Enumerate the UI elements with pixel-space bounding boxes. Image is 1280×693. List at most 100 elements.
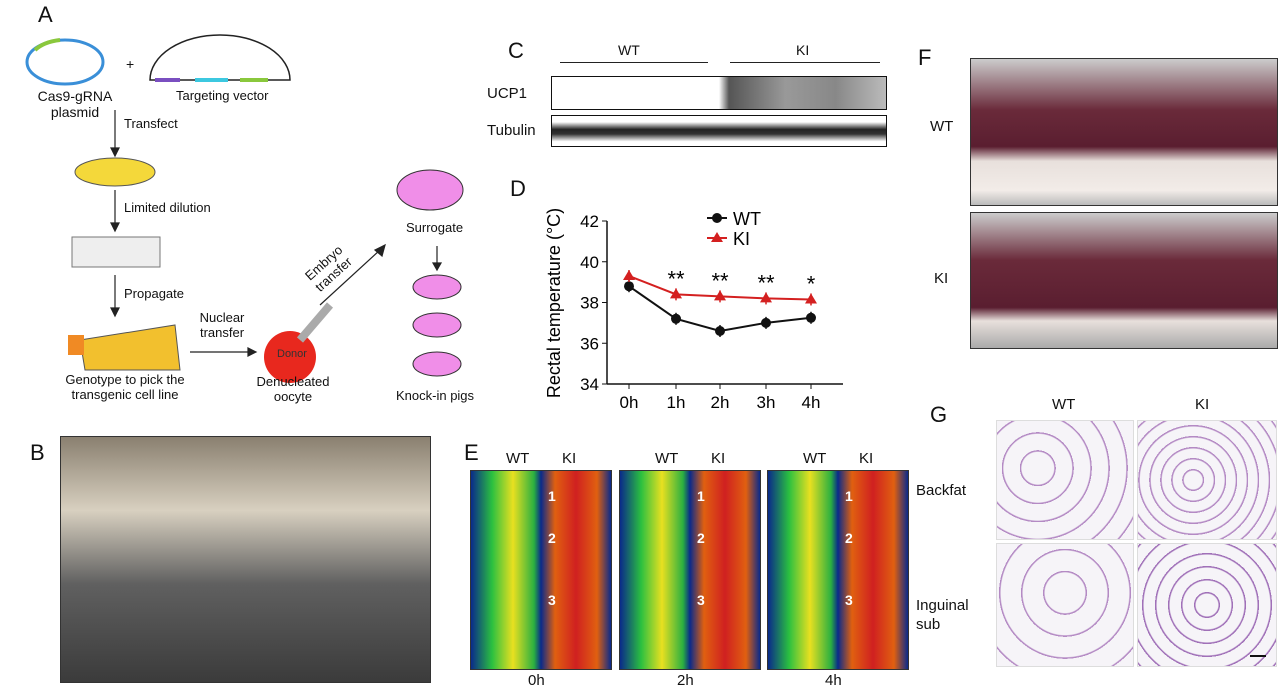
inguinal-label: Inguinal sub bbox=[916, 597, 969, 633]
knockin-label: Knock-in pigs bbox=[396, 388, 475, 403]
carcass-ki-label: KI bbox=[934, 270, 949, 287]
thermal-ki-label: KI bbox=[562, 450, 577, 467]
thermal-ki-label: KI bbox=[711, 450, 726, 467]
flask-icon bbox=[79, 324, 181, 371]
panel-label-c: C bbox=[508, 38, 524, 63]
propagate-label: Propagate bbox=[124, 286, 184, 301]
histo-wt-label: WT bbox=[1052, 396, 1076, 413]
region-2-label: 2 bbox=[697, 530, 705, 546]
thermal-time-label: 0h bbox=[528, 672, 545, 689]
region-1-label: 1 bbox=[697, 488, 705, 504]
carcass-wt-label: WT bbox=[930, 118, 954, 135]
well-plate-icon bbox=[71, 236, 161, 268]
oocyte-icon bbox=[264, 331, 316, 383]
piglet-icon bbox=[412, 351, 462, 377]
carcass-wt-photo bbox=[970, 58, 1278, 206]
tubulin-blot bbox=[551, 115, 887, 147]
significance-mark: ** bbox=[757, 270, 775, 295]
data-point-WT bbox=[624, 281, 634, 292]
blot-wt-label: WT bbox=[618, 42, 640, 58]
region-1-label: 1 bbox=[845, 488, 853, 504]
data-point-KI bbox=[760, 292, 772, 303]
surrogate-label: Surrogate bbox=[406, 220, 464, 235]
histo-ki-backfat bbox=[1137, 420, 1277, 540]
plus-sign: + bbox=[126, 56, 135, 72]
region-1-label: 1 bbox=[548, 488, 556, 504]
backfat-label: Backfat bbox=[916, 482, 967, 499]
piglet-icon bbox=[412, 312, 462, 338]
nuclear-transfer-label: Nuclear transfer bbox=[199, 310, 245, 340]
data-point-KI bbox=[805, 293, 817, 304]
panel-label-a: A bbox=[38, 2, 53, 27]
panel-label-b: B bbox=[30, 440, 45, 465]
y-tick-label: 34 bbox=[580, 375, 599, 394]
region-3-label: 3 bbox=[697, 592, 705, 608]
region-2-label: 2 bbox=[548, 530, 556, 546]
thermal-image bbox=[470, 470, 612, 670]
histo-ki-label: KI bbox=[1195, 396, 1210, 413]
workflow-diagram bbox=[25, 34, 464, 383]
data-point-WT bbox=[761, 317, 771, 328]
data-point-WT bbox=[715, 326, 725, 337]
ucp1-label: UCP1 bbox=[487, 85, 528, 102]
genotype-label: Genotype to pick the transgenic cell lin… bbox=[65, 372, 185, 402]
culture-dish-icon bbox=[74, 157, 156, 187]
piglet-icon bbox=[412, 274, 462, 300]
temperature-chart: 34 36 38 40 42 0h 1h 2h 3h 4h Rectal temperature (… bbox=[544, 208, 843, 410]
dilution-label: Limited dilution bbox=[124, 200, 211, 215]
thermal-image bbox=[619, 470, 761, 670]
histo-wt-inguinal bbox=[996, 543, 1134, 667]
thermal-wt-label: WT bbox=[803, 450, 827, 467]
carcass-ki-photo bbox=[970, 212, 1278, 349]
y-axis-title: Rectal temperature (°C) bbox=[544, 208, 564, 398]
thermal-time-label: 4h bbox=[825, 672, 842, 689]
blot-ki-label: KI bbox=[796, 42, 810, 58]
vector-label: Targeting vector bbox=[176, 88, 269, 103]
region-3-label: 3 bbox=[548, 592, 556, 608]
region-2-label: 2 bbox=[845, 530, 853, 546]
data-point-WT bbox=[806, 312, 816, 323]
y-tick-label: 40 bbox=[580, 253, 599, 272]
y-tick-label: 38 bbox=[580, 294, 599, 313]
transfect-label: Transfect bbox=[124, 116, 178, 131]
x-tick-label: 1h bbox=[667, 393, 686, 410]
y-tick-label: 42 bbox=[580, 212, 599, 231]
tubulin-label: Tubulin bbox=[487, 122, 536, 139]
panel-label-f: F bbox=[918, 45, 932, 70]
region-3-label: 3 bbox=[845, 592, 853, 608]
histo-wt-backfat bbox=[996, 420, 1134, 540]
thermal-ki-label: KI bbox=[859, 450, 874, 467]
x-tick-label: 2h bbox=[711, 393, 730, 410]
thermal-time-label: 2h bbox=[677, 672, 694, 689]
data-point-KI bbox=[714, 290, 726, 301]
vector-icon bbox=[149, 34, 291, 81]
data-point-KI bbox=[670, 288, 682, 299]
x-tick-label: 0h bbox=[620, 393, 639, 410]
legend-marker-ki bbox=[711, 232, 723, 242]
scale-bar bbox=[1250, 655, 1266, 657]
significance-mark: * bbox=[807, 271, 816, 296]
plasmid-icon bbox=[25, 38, 105, 86]
ucp1-blot bbox=[551, 76, 887, 110]
data-point-KI bbox=[623, 270, 635, 281]
thermal-wt-label: WT bbox=[655, 450, 679, 467]
piglets-photo bbox=[60, 436, 431, 683]
legend-marker-wt bbox=[712, 213, 722, 223]
significance-mark: ** bbox=[711, 268, 729, 293]
oocyte-label: Denucleated oocyte bbox=[256, 374, 330, 404]
histo-ki-inguinal bbox=[1137, 543, 1277, 667]
y-tick-label: 36 bbox=[580, 334, 599, 353]
panel-label-e: E bbox=[464, 440, 479, 465]
significance-mark: ** bbox=[667, 266, 685, 291]
x-tick-label: 4h bbox=[802, 393, 821, 410]
thermal-wt-label: WT bbox=[506, 450, 530, 467]
legend-label-ki: KI bbox=[733, 229, 750, 249]
panel-label-g: G bbox=[930, 402, 948, 427]
panel-label-d: D bbox=[510, 176, 526, 201]
plasmid-label: Cas9-gRNA plasmid bbox=[37, 88, 113, 120]
x-tick-label: 3h bbox=[757, 393, 776, 410]
donor-label: Donor bbox=[277, 348, 307, 360]
legend-label-wt: WT bbox=[733, 209, 761, 229]
thermal-image bbox=[767, 470, 909, 670]
data-point-WT bbox=[671, 313, 681, 324]
